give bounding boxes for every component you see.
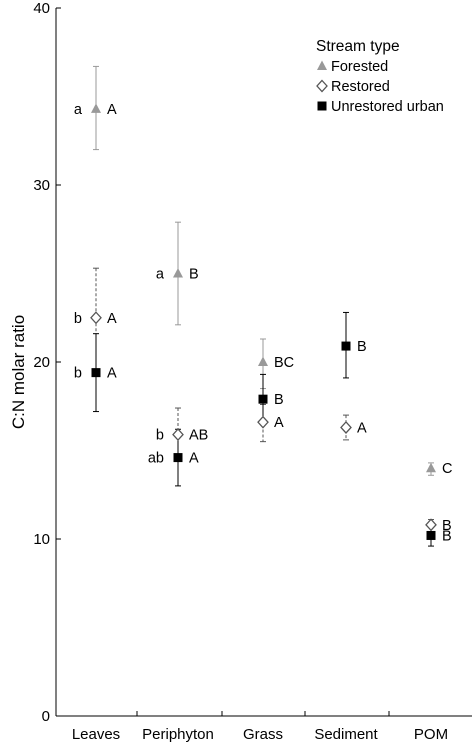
group-letter: a bbox=[74, 102, 83, 118]
legend-marker-restored bbox=[316, 79, 328, 93]
point-restored bbox=[340, 421, 352, 434]
point-forested bbox=[173, 268, 183, 278]
significance-letter: B bbox=[442, 528, 452, 544]
legend: Stream type Forested Restored Unrestored u… bbox=[316, 38, 444, 115]
legend-title: Stream type bbox=[316, 38, 400, 55]
y-tick-label: 30 bbox=[33, 177, 50, 194]
point-unrestored-urban bbox=[91, 368, 101, 378]
legend-label-forested: Forested bbox=[331, 59, 388, 75]
significance-letter: B bbox=[274, 392, 284, 408]
point-forested bbox=[91, 103, 101, 113]
point-restored bbox=[425, 518, 437, 532]
significance-letter: A bbox=[107, 366, 117, 382]
axes: 0 10 20 30 40 Leaves Periphyton Grass Sediment PO… bbox=[33, 0, 472, 742]
y-tick-label: 10 bbox=[33, 531, 50, 548]
significance-letter: A bbox=[274, 415, 284, 431]
significance-letter: A bbox=[107, 102, 117, 118]
significance-letter: B bbox=[357, 339, 367, 355]
group-letter: a bbox=[156, 267, 165, 283]
legend-label-restored: Restored bbox=[331, 79, 390, 95]
x-tick-label: Sediment bbox=[314, 726, 378, 742]
point-restored bbox=[257, 415, 269, 429]
point-restored bbox=[90, 311, 102, 325]
x-tick-label: Leaves bbox=[72, 726, 120, 742]
x-tick-label: POM bbox=[414, 726, 448, 742]
group-letter: b bbox=[74, 311, 82, 327]
point-forested bbox=[258, 356, 268, 366]
error-bars bbox=[93, 65, 434, 547]
significance-letter: BC bbox=[274, 355, 294, 371]
group-letter: b bbox=[156, 428, 164, 444]
significance-letter: B bbox=[442, 518, 452, 534]
point-restored bbox=[172, 428, 184, 442]
significance-letter: A bbox=[107, 311, 117, 327]
group-letter: ab bbox=[148, 451, 164, 467]
point-unrestored-urban bbox=[426, 530, 436, 540]
significance-letter: A bbox=[189, 451, 199, 467]
y-tick-label: 40 bbox=[33, 0, 50, 17]
point-unrestored-urban bbox=[341, 341, 351, 351]
data-markers bbox=[90, 103, 437, 540]
significance-letter: B bbox=[189, 267, 199, 283]
group-letter: b bbox=[74, 366, 82, 382]
x-tick-label: Grass bbox=[243, 726, 283, 742]
legend-marker-unrestored-urban bbox=[317, 101, 327, 111]
significance-letter: C bbox=[442, 461, 452, 477]
y-tick-label: 20 bbox=[33, 354, 50, 371]
point-unrestored-urban bbox=[173, 453, 183, 463]
point-unrestored-urban bbox=[258, 394, 268, 404]
significance-letter: A bbox=[357, 420, 367, 436]
legend-marker-forested bbox=[317, 60, 327, 70]
x-tick-label: Periphyton bbox=[142, 726, 214, 742]
significance-letter: AB bbox=[189, 428, 208, 444]
y-axis-label: C:N molar ratio bbox=[9, 315, 28, 429]
legend-label-unrestored-urban: Unrestored urban bbox=[331, 99, 444, 115]
point-forested bbox=[426, 462, 436, 473]
y-tick-label: 0 bbox=[42, 708, 50, 725]
